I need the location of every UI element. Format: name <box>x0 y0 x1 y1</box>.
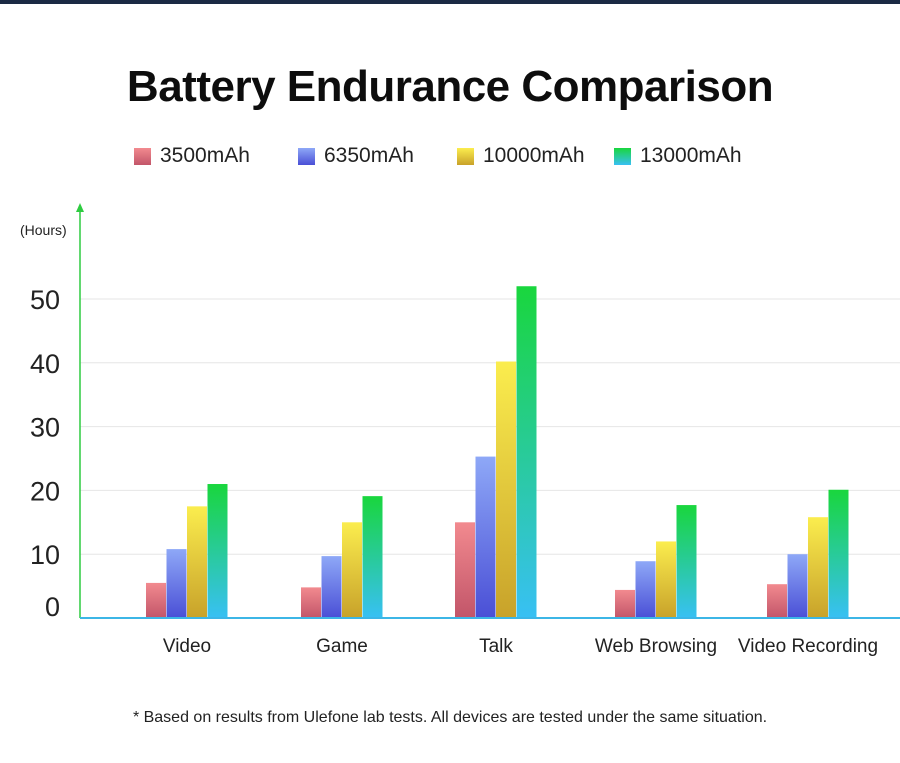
bar-video-recording-13000mah <box>828 489 849 618</box>
bar-video-6350mah <box>166 549 187 618</box>
x-tick-label: Video Recording <box>738 636 878 657</box>
axes <box>76 203 900 619</box>
bar-video-recording-10000mah <box>808 517 828 618</box>
bar-talk-6350mah <box>475 456 496 618</box>
legend-label-6350mah: 6350mAh <box>324 144 414 167</box>
bar-talk-3500mah <box>455 522 475 618</box>
legend-label-3500mah: 3500mAh <box>160 144 250 167</box>
bar-game-13000mah <box>362 496 383 618</box>
y-tick-label: 0 <box>45 592 60 622</box>
x-tick-label: Talk <box>479 636 513 657</box>
bar-web-browsing-13000mah <box>676 505 697 618</box>
y-axis-arrow <box>76 203 84 212</box>
bar-video-13000mah <box>207 484 228 618</box>
legend-label-10000mah: 10000mAh <box>483 144 585 167</box>
bar-video-3500mah <box>146 582 166 618</box>
bars <box>146 286 849 618</box>
legend-item-13000mah: 13000mAh <box>614 142 742 170</box>
y-tick-label: 10 <box>30 540 60 570</box>
bar-talk-10000mah <box>496 361 516 618</box>
y-axis-unit: (Hours) <box>20 222 67 238</box>
bar-web-browsing-6350mah <box>635 561 656 618</box>
bar-video-recording-6350mah <box>787 554 808 618</box>
x-tick-label: Game <box>316 636 368 657</box>
legend-swatch-3500mah <box>134 147 151 165</box>
legend-item-10000mah: 10000mAh <box>457 142 585 170</box>
x-tick-labels: Video Game Talk Web Browsing Video Recording <box>163 636 878 657</box>
bar-talk-13000mah <box>516 286 537 618</box>
y-tick-label: 20 <box>30 476 60 506</box>
bar-web-browsing-3500mah <box>615 589 635 618</box>
bar-game-10000mah <box>342 522 362 618</box>
legend: 3500mAh 6350mAh 10000mAh 13000mAh <box>0 142 900 170</box>
legend-item-6350mah: 6350mAh <box>298 142 414 170</box>
bar-game-3500mah <box>301 587 321 618</box>
y-tick-label: 50 <box>30 285 60 315</box>
bar-video-10000mah <box>187 506 207 618</box>
bar-video-recording-3500mah <box>767 584 787 618</box>
bar-web-browsing-10000mah <box>656 541 676 618</box>
legend-label-13000mah: 13000mAh <box>640 144 742 167</box>
bar-game-6350mah <box>321 556 342 618</box>
x-tick-label: Web Browsing <box>595 636 717 657</box>
legend-swatch-6350mah <box>298 147 315 165</box>
legend-swatch-10000mah <box>457 147 474 165</box>
chart-title: Battery Endurance Comparison <box>126 62 774 111</box>
y-tick-label: 40 <box>30 349 60 379</box>
x-tick-label: Video <box>163 636 211 657</box>
y-tick-label: 30 <box>30 413 60 443</box>
legend-item-3500mah: 3500mAh <box>134 142 250 170</box>
footnote: * Based on results from Ulefone lab test… <box>132 709 768 726</box>
top-border <box>0 0 900 4</box>
legend-swatch-13000mah <box>614 147 631 165</box>
y-tick-labels: 0 10 20 30 40 50 <box>30 285 60 622</box>
